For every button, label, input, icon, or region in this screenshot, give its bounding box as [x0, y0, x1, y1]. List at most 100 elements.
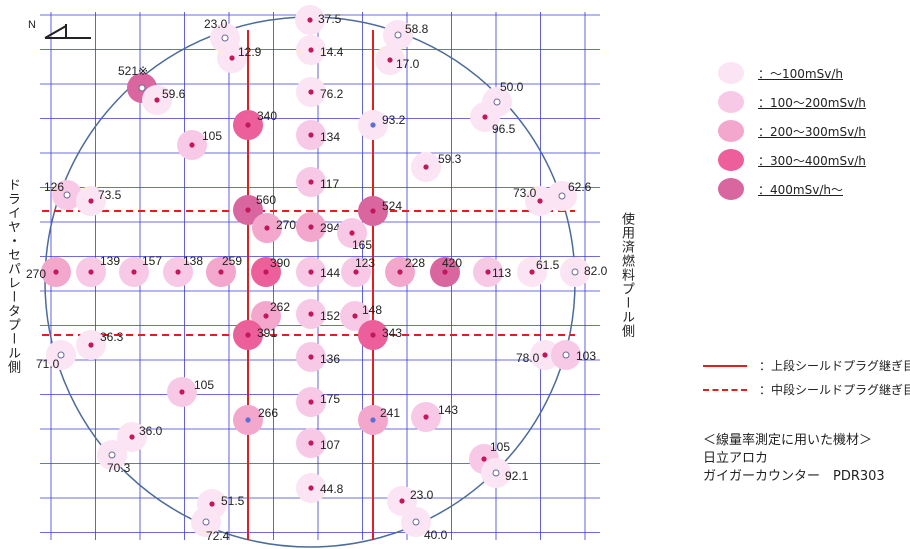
measurement-point: 340	[233, 109, 277, 140]
point-marker	[154, 97, 160, 103]
dose-value-label: 59.3	[438, 152, 462, 166]
dose-value-label: 343	[382, 326, 402, 340]
dose-value-label: 340	[257, 109, 277, 123]
measurement-point: 37.5	[295, 5, 342, 35]
point-marker	[264, 225, 270, 231]
point-marker	[245, 207, 251, 213]
dose-value-label: 82.0	[584, 264, 608, 278]
legend-label: ：100～200mSv/h	[758, 96, 866, 110]
point-marker	[221, 34, 229, 42]
left-side-label: ドライヤ・セパレータプール側	[5, 178, 20, 374]
point-marker	[370, 332, 376, 338]
dose-value-label: 138	[183, 254, 203, 268]
dose-rate-map: 37.5 23.0 58.8 14.4 12.9 17.0 521※ 59.6 76.2 50.0…	[26, 5, 608, 548]
legend-label: ：300～400mSv/h	[758, 154, 866, 168]
dose-value-label: 76.2	[320, 87, 344, 101]
point-marker	[352, 313, 358, 319]
dose-value-label: 228	[405, 256, 425, 270]
point-marker	[308, 311, 314, 317]
point-marker	[218, 269, 224, 275]
dose-value-label: 72.4	[206, 529, 230, 543]
dose-value-label: 165	[352, 238, 372, 252]
measurement-point: 58.8	[383, 20, 429, 50]
equipment-maker: 日立アロカ	[703, 451, 769, 466]
dose-value-label: 17.0	[396, 57, 420, 71]
seam-legend-label: ：上段シールドプラグ継ぎ目	[759, 359, 910, 373]
equipment-model: ガイガーカウンター PDR303	[703, 469, 885, 484]
measurement-point: 71.0	[36, 340, 76, 371]
dose-value-label: 262	[270, 300, 290, 314]
measurement-point: 105	[177, 129, 222, 160]
measurement-point: 157	[119, 254, 162, 287]
measurement-point: 259	[206, 254, 242, 287]
dose-value-label: 36.0	[139, 424, 163, 438]
measurement-point: 420	[430, 256, 462, 287]
point-marker	[387, 57, 393, 63]
measurement-point: 44.8	[296, 473, 344, 503]
point-marker	[245, 417, 251, 423]
dose-value-label: 59.6	[162, 87, 186, 101]
dose-value-label: 71.0	[36, 357, 60, 371]
dose-value-label: 14.4	[320, 45, 344, 59]
dose-value-label: 241	[380, 406, 400, 420]
dose-value-label: 23.0	[204, 17, 228, 31]
measurement-point: 560	[233, 193, 276, 225]
measurement-point: 136	[296, 342, 340, 372]
point-marker	[442, 269, 448, 275]
dose-value-label: 524	[382, 199, 402, 213]
dose-value-label: 391	[257, 326, 277, 340]
dose-value-label: 259	[222, 254, 242, 268]
north-label: N	[28, 19, 36, 31]
point-marker	[308, 440, 314, 446]
point-marker	[493, 98, 501, 106]
dose-value-label: 105	[202, 129, 222, 143]
measurement-point: 165	[337, 218, 372, 252]
dose-value-label: 61.5	[536, 258, 560, 272]
point-marker	[189, 142, 195, 148]
measurement-point: 51.5	[197, 489, 245, 519]
right-side-label: 使用済燃料プール側	[619, 212, 634, 338]
dose-value-label: 126	[44, 180, 64, 194]
point-marker	[245, 332, 251, 338]
measurement-point: 40.0	[401, 507, 448, 542]
point-marker	[529, 269, 535, 275]
dose-value-label: 390	[270, 256, 290, 270]
point-marker	[88, 269, 94, 275]
dose-value-label: 143	[438, 403, 458, 417]
dose-value-label: 105	[490, 440, 510, 454]
dose-value-label: 12.9	[238, 45, 262, 59]
dose-value-label: 78.0	[516, 351, 540, 365]
measurement-point: 152	[296, 299, 340, 329]
dose-value-label: 136	[320, 352, 340, 366]
dose-value-label: 113	[492, 266, 511, 280]
point-marker	[245, 122, 251, 128]
point-marker	[397, 269, 403, 275]
point-marker	[370, 208, 376, 214]
point-marker	[542, 352, 548, 358]
legend-label: ：～100mSv/h	[758, 67, 843, 81]
measurement-point: 78.0	[516, 340, 560, 370]
measurement-point: 59.3	[411, 152, 462, 182]
measurement-point: 105	[167, 377, 214, 407]
dose-value-label: 105	[194, 378, 214, 392]
point-marker	[108, 451, 116, 459]
dose-value-label: 144	[320, 266, 340, 280]
point-marker	[308, 179, 314, 185]
point-marker	[202, 518, 210, 526]
legend-swatch	[718, 62, 744, 84]
dose-value-label: 103	[576, 349, 596, 363]
north-arrow-head	[44, 25, 67, 39]
measurement-point: 143	[411, 402, 458, 432]
point-marker	[308, 485, 314, 491]
point-marker	[558, 192, 566, 200]
point-marker	[370, 122, 376, 128]
measurement-point: 36.3	[76, 330, 124, 360]
dose-value-label: 134	[320, 130, 340, 144]
measurement-point: 107	[296, 428, 340, 458]
legend-swatch	[718, 120, 744, 142]
point-marker	[88, 198, 94, 204]
dose-value-label: 70.3	[107, 461, 131, 475]
measurement-point: 76.2	[296, 77, 344, 107]
point-marker	[399, 498, 405, 504]
point-marker	[88, 342, 94, 348]
